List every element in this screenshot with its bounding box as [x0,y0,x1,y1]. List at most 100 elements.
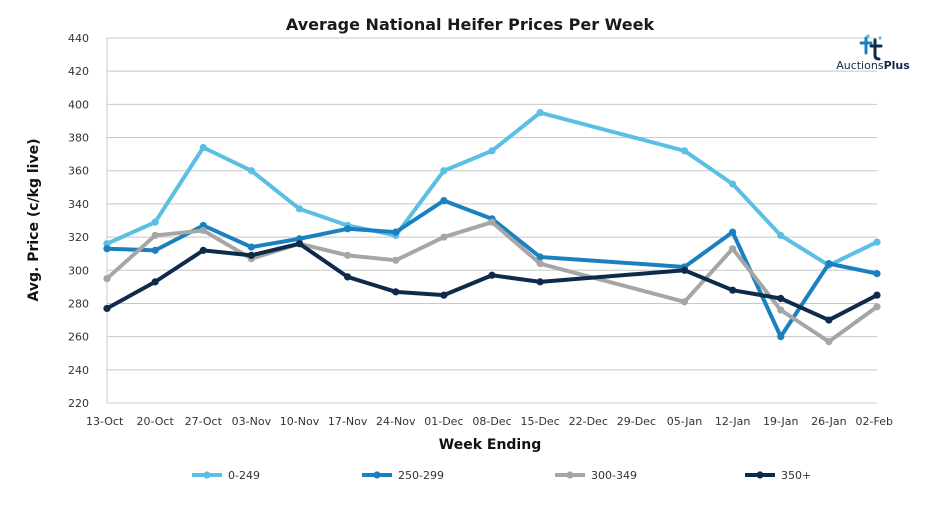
x-tick-label: 08-Dec [472,415,511,428]
data-point [488,271,496,279]
x-tick-label: 05-Jan [667,415,703,428]
data-point [488,218,496,226]
x-tick-label: 02-Feb [856,415,893,428]
x-tick-label: 13-Oct [86,415,124,428]
y-tick-label: 360 [68,165,89,178]
data-point [680,147,689,155]
data-point [151,246,159,254]
x-axis-label: Week Ending [439,437,541,453]
y-tick-label: 240 [68,364,89,377]
x-tick-label: 12-Jan [715,415,751,428]
y-tick-label: 280 [68,297,89,310]
x-tick-label: 20-Oct [136,415,174,428]
data-point [199,143,207,152]
data-point [392,288,400,296]
data-point [440,196,448,205]
y-tick-label: 300 [68,264,89,277]
data-point [151,218,159,226]
data-point [873,303,881,311]
series-0-249 [103,109,881,269]
data-point [488,147,496,155]
data-point [151,278,159,286]
data-point [103,245,111,253]
auctionsplus-logo-icon [859,34,883,61]
data-point [344,273,352,281]
x-tick-label: 26-Jan [811,415,847,428]
legend-label: 350+ [781,469,811,482]
data-point [440,233,448,241]
data-point [247,251,255,259]
series-line [105,220,879,344]
data-point [199,226,207,235]
y-tick-label: 440 [68,32,89,45]
x-tick-label: 27-Oct [185,415,223,428]
data-point [680,298,689,306]
y-tick-labels: 220 240 260 280 300 320 340 360 380 400 420 440 [68,32,89,410]
data-point [103,304,111,313]
data-point [392,256,400,264]
legend-label: 0-249 [228,469,260,482]
data-point [777,294,785,303]
data-point [777,231,785,240]
x-tick-label: 15-Dec [520,415,559,428]
x-tick-label: 10-Nov [280,415,320,428]
legend-item: 250-299 [362,469,444,482]
data-point [825,338,833,346]
data-point [295,240,304,248]
legend-item: 300-349 [555,469,637,482]
data-point [873,291,881,299]
data-point [680,266,689,274]
data-point [199,221,207,230]
legend-item: 350+ [745,469,811,482]
x-tick-label: 29-Dec [617,415,656,428]
legend-label: 250-299 [398,469,444,482]
auctionsplus-logo: AuctionsPlus [836,34,910,72]
data-point [729,245,737,253]
x-tick-label: 24-Nov [376,415,416,428]
data-point [825,316,833,324]
y-tick-label: 400 [68,98,89,111]
data-point [247,167,255,175]
legend-swatch-marker [566,471,574,479]
data-point [536,253,544,261]
data-point [247,243,255,251]
series-300-349 [103,218,881,346]
legend-swatch-marker [373,471,381,479]
gridlines [106,37,877,404]
legend-item: 0-249 [192,469,260,482]
series-250-299 [103,196,881,341]
series-350+ [103,240,881,324]
y-tick-label: 340 [68,198,89,211]
data-point [825,260,833,268]
data-point [536,278,544,286]
data-point [536,260,544,268]
data-point [344,225,352,233]
x-tick-labels: 13-Oct 20-Oct 27-Oct 03-Nov 10-Nov 17-Nov 24-N… [86,415,893,428]
data-point [873,269,881,278]
data-point [729,228,737,236]
data-point [536,109,544,117]
legend-swatch-marker [756,471,764,479]
y-tick-label: 420 [68,65,89,78]
series-lines [103,109,881,346]
data-point [873,238,881,246]
y-tick-label: 220 [68,397,89,410]
data-point [103,240,111,248]
y-axis-label: Avg. Price (c/kg live) [26,139,42,302]
data-point [777,333,785,341]
x-tick-label: 22-Dec [569,415,608,428]
data-point [103,274,111,283]
data-point [777,306,785,314]
y-tick-label: 260 [68,331,89,344]
x-tick-label: 03-Nov [232,415,272,428]
data-point [295,205,304,213]
legend-swatch-marker [203,471,211,479]
data-point [295,235,304,243]
legend-label: 300-349 [591,469,637,482]
data-point [199,246,207,254]
x-tick-label: 19-Jan [763,415,799,428]
series-line [105,241,879,323]
x-tick-label: 17-Nov [328,415,368,428]
data-point [344,251,352,259]
